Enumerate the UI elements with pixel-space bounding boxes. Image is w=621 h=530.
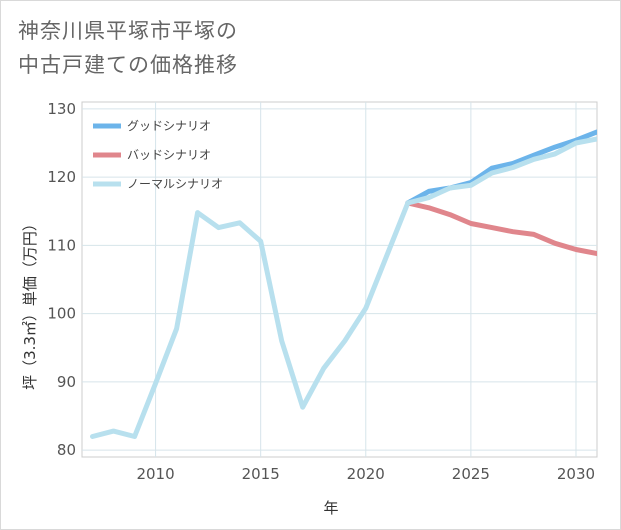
- series-lines: [90, 129, 597, 439]
- plot-area: [81, 101, 598, 458]
- y-tick-label: 130: [47, 100, 76, 118]
- series-line-0: [405, 129, 597, 206]
- x-axis-title: 年: [323, 499, 338, 517]
- legend-label: バッドシナリオ: [127, 148, 211, 162]
- chart-title-line2: 中古戸建ての価格推移: [18, 53, 238, 77]
- x-tick-label: 2030: [557, 465, 595, 483]
- legend-label: グッドシナリオ: [127, 119, 211, 133]
- y-tick-label: 120: [47, 168, 76, 186]
- legend-label: ノーマルシナリオ: [127, 177, 223, 191]
- y-tick-labels: 80 90 100 110 120 130: [47, 100, 76, 459]
- x-tick-label: 2015: [242, 465, 280, 483]
- y-tick-label: 100: [47, 305, 76, 323]
- series-line-2: [90, 136, 597, 439]
- y-axis-title: 坪（3.3㎡）単価（万円）: [21, 216, 39, 390]
- y-tick-label: 80: [57, 441, 76, 459]
- x-tick-labels: 2010 2015 2020 2025 2030: [136, 465, 595, 483]
- x-tick-label: 2025: [452, 465, 490, 483]
- chart-title-line1: 神奈川県平塚市平塚の: [18, 19, 238, 43]
- grid-lines: [82, 102, 597, 457]
- x-tick-label: 2010: [136, 465, 174, 483]
- chart-title: 神奈川県平塚市平塚の 中古戸建ての価格推移: [18, 14, 578, 82]
- y-tick-label: 90: [57, 373, 76, 391]
- x-tick-label: 2020: [347, 465, 385, 483]
- series-line-1: [405, 200, 597, 257]
- y-tick-label: 110: [47, 236, 76, 254]
